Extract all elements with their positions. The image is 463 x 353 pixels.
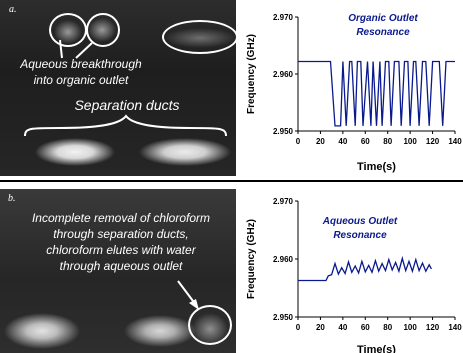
highlight-ellipse [188,305,232,345]
x-tick-label: 60 [361,137,370,146]
x-tick-label: 60 [361,323,370,332]
panel-label-a: a. [9,4,17,15]
y-tick-label: 2.970 [273,197,294,206]
chart-title: Aqueous Outlet [322,216,398,227]
micrograph-top: a. Aqueous breakthrough into organic out… [0,0,236,176]
aqueous-outlet-chart: 2.950 2.960 2.970 0 20 40 60 80 100 120 140 Aqueous… [246,197,462,353]
highlight-ellipse [86,13,120,47]
series-line [298,255,432,282]
ducts-annotation: Separation ducts [74,97,180,113]
annotation-line: Aqueous breakthrough [20,57,142,71]
x-tick-label: 100 [403,323,417,332]
x-tick-label: 140 [448,137,462,146]
annotation-line: through aqueous outlet [59,259,183,273]
x-tick-label: 20 [316,323,325,332]
section-divider [0,180,463,182]
x-tick-label: 0 [296,323,301,332]
chart-title: Resonance [333,230,387,241]
x-tick-label: 40 [338,323,347,332]
y-axis-label: Frequency (GHz) [246,34,257,114]
micrograph-bottom: b. Incomplete removal of chloroform thro… [0,189,236,353]
x-tick-label: 0 [296,137,301,146]
annotation-line: Incomplete removal of chloroform [31,211,211,225]
y-tick-label: 2.950 [273,127,294,136]
annotation-arrows [24,39,227,137]
x-axis-label: Time(s) [357,344,396,353]
x-tick-label: 40 [338,137,347,146]
series-line [298,60,455,127]
chloroform-annotation: Incomplete removal of chloroform through… [6,210,236,274]
y-tick-label: 2.960 [273,70,294,79]
breakthrough-annotation: Aqueous breakthrough into organic outlet [6,56,156,88]
x-tick-label: 100 [403,137,417,146]
y-tick-label: 2.970 [273,13,294,22]
x-axis-label: Time(s) [357,161,396,173]
x-tick-label: 20 [316,137,325,146]
y-tick-label: 2.960 [273,255,294,264]
organic-outlet-chart: 2.950 2.960 2.970 0 20 40 60 80 100 120 140 Organic… [246,13,462,173]
annotation-line: chloroform elutes with water [46,243,196,257]
x-tick-label: 120 [426,137,440,146]
y-axis-label: Frequency (GHz) [246,219,257,299]
annotation-line: into organic outlet [33,73,129,87]
chart-title: Resonance [356,27,410,38]
highlight-ellipse [162,20,236,54]
annotation-line: through separation ducts, [53,227,189,241]
chart-title: Organic Outlet [348,13,418,24]
panel-label-b: b. [8,193,16,204]
x-tick-label: 80 [383,323,392,332]
x-tick-label: 140 [448,323,462,332]
annotation-arrow [177,280,199,310]
x-tick-label: 80 [383,137,392,146]
y-tick-label: 2.950 [273,313,294,322]
x-tick-label: 120 [426,323,440,332]
